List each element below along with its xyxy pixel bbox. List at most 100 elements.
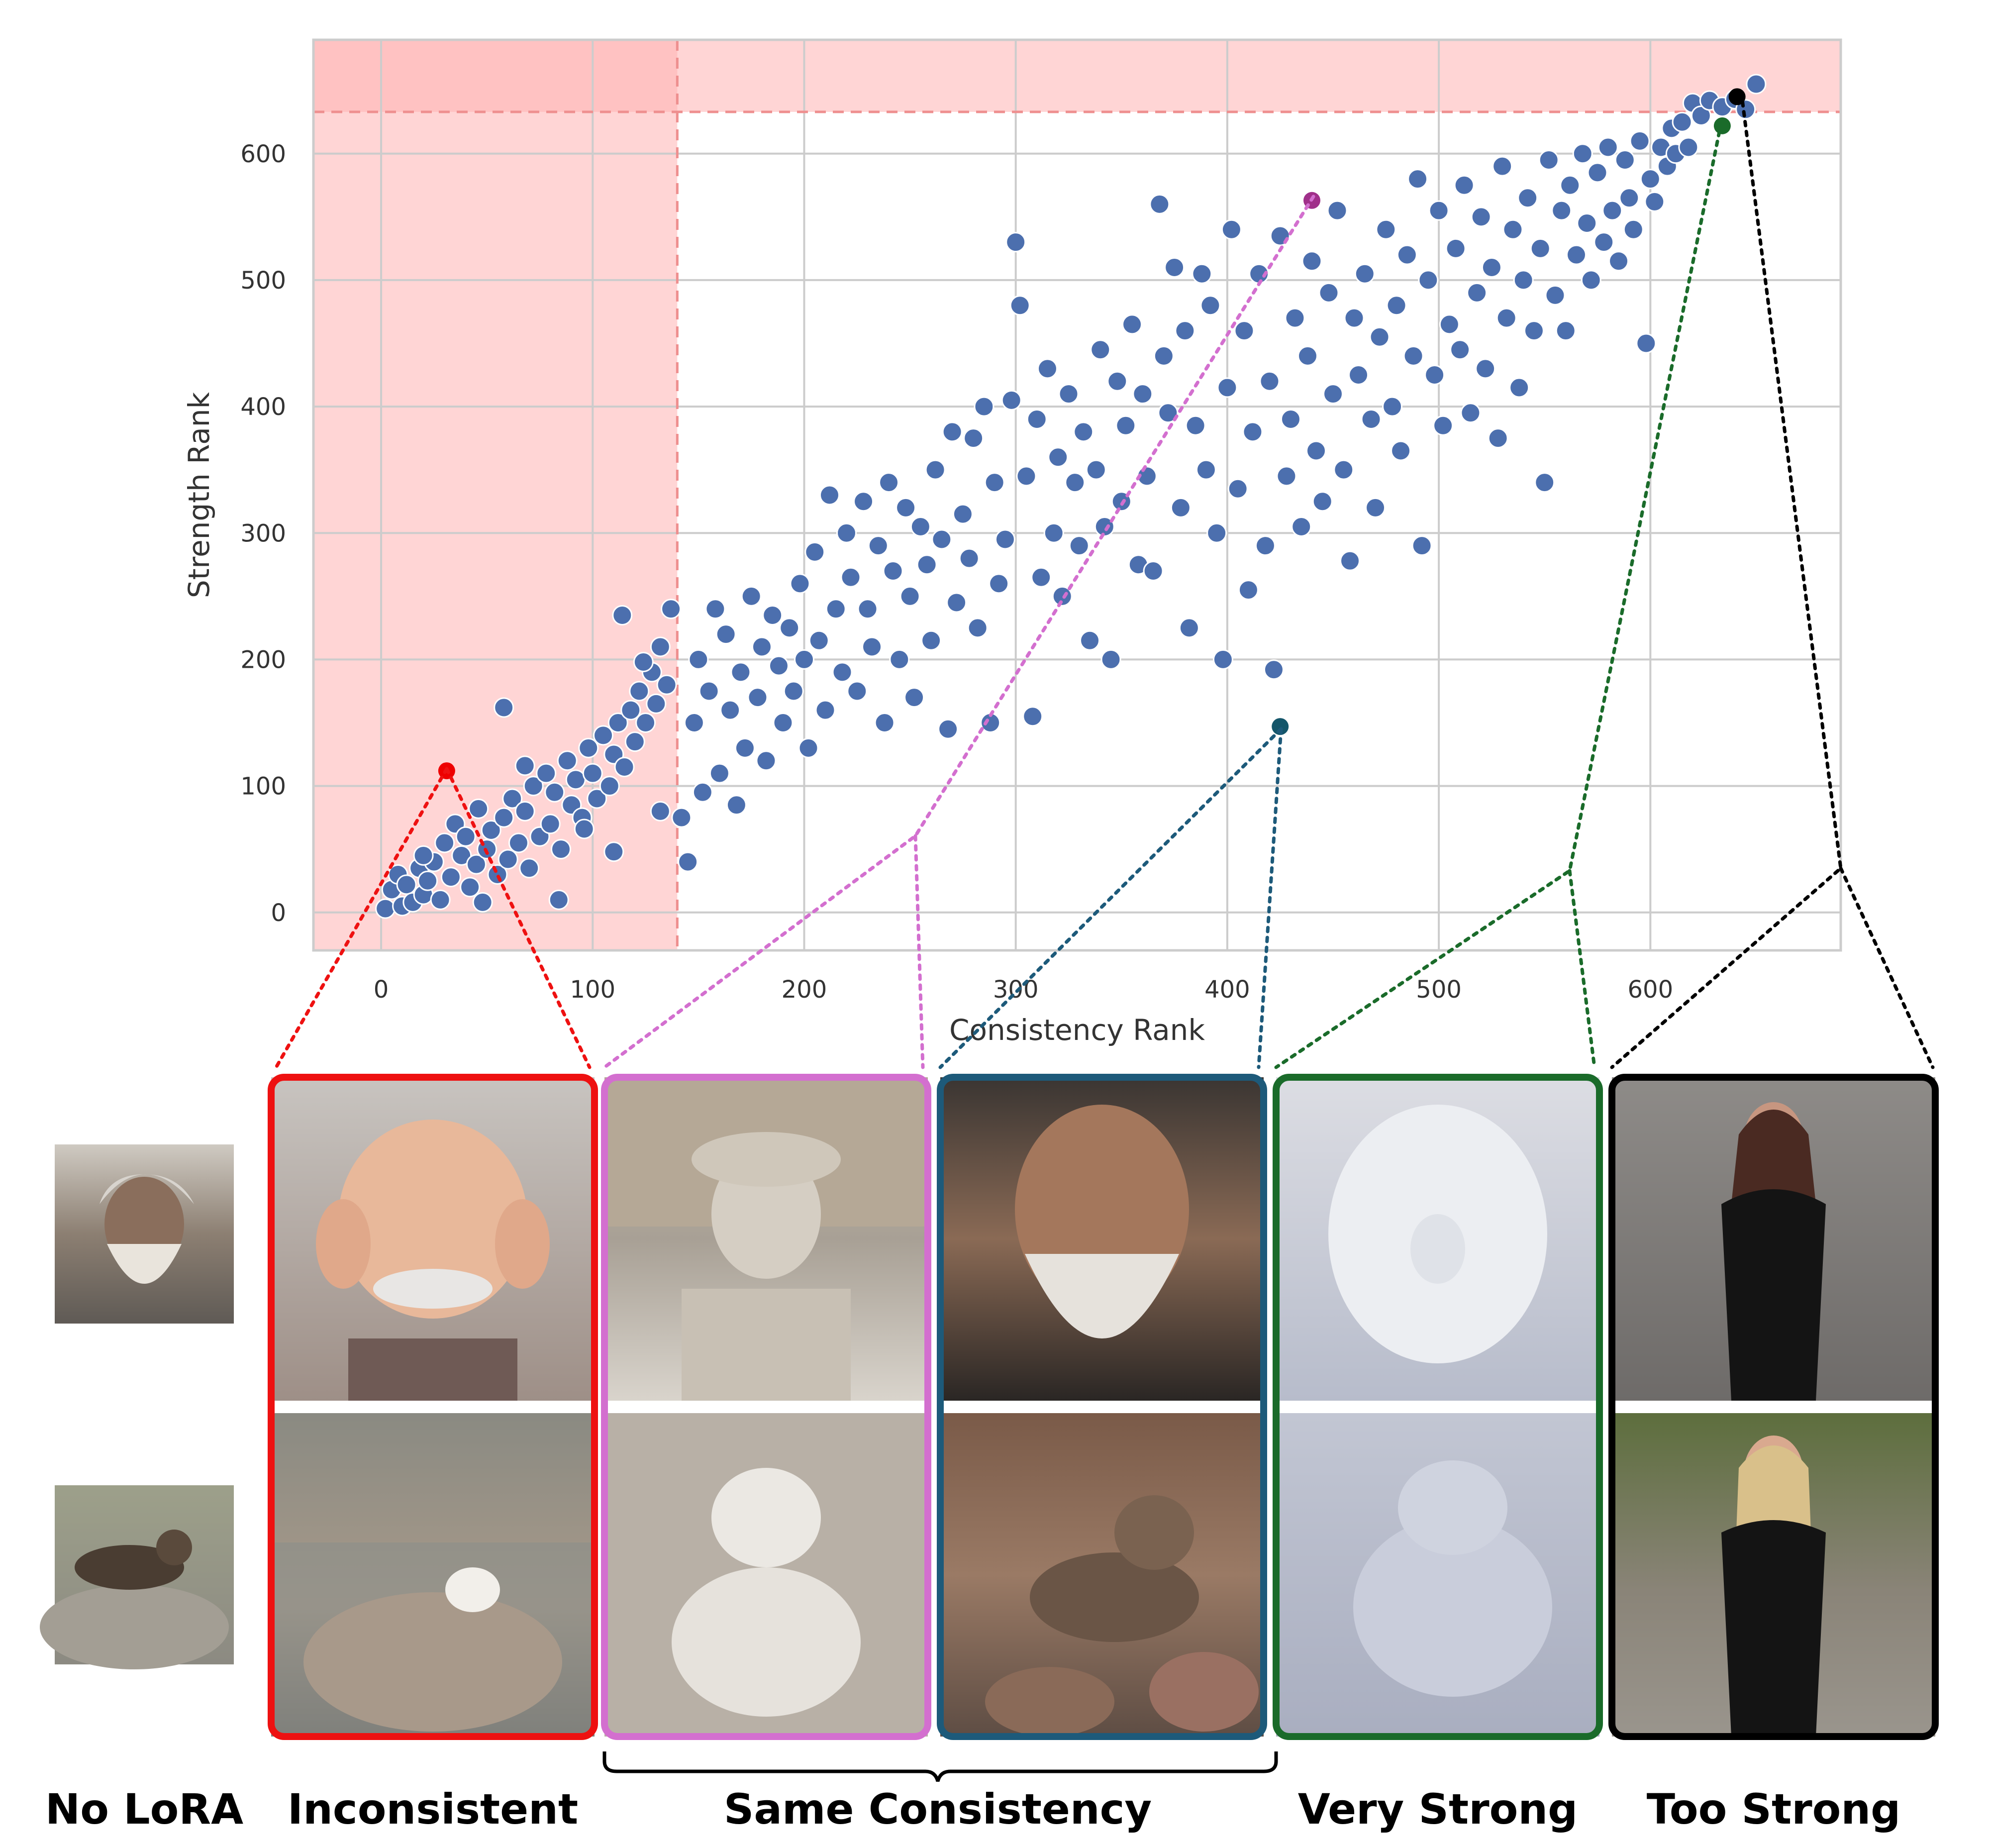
data-point — [910, 516, 931, 537]
data-point — [1026, 409, 1047, 429]
data-point — [1195, 459, 1216, 480]
y-tick-label: 500 — [240, 267, 286, 295]
data-point — [1587, 162, 1608, 183]
data-point — [1636, 333, 1657, 354]
data-point — [578, 737, 599, 758]
frame-inconsistent — [268, 1074, 598, 1740]
data-point — [1009, 295, 1030, 316]
x-tick-label: 0 — [374, 976, 389, 1004]
data-point — [783, 681, 804, 702]
data-point — [868, 535, 889, 556]
data-point — [430, 889, 451, 910]
data-point — [1058, 384, 1079, 405]
x-tick-label: 100 — [570, 976, 615, 1004]
data-point — [620, 700, 641, 720]
panel-divider — [1276, 1401, 1599, 1413]
data-point — [375, 898, 396, 919]
data-point — [684, 713, 704, 733]
data-point — [705, 599, 726, 619]
data-point — [1551, 200, 1572, 221]
data-point — [440, 867, 461, 888]
data-point — [1566, 244, 1587, 265]
panel-divider — [1612, 1401, 1935, 1413]
data-point — [1496, 308, 1517, 328]
data-point — [1513, 270, 1534, 291]
stone-shape — [985, 1667, 1114, 1737]
data-point — [1238, 580, 1259, 601]
tabby-cat-head — [1114, 1495, 1194, 1570]
latex-suit-shape — [1721, 1189, 1826, 1401]
statue-body-shape — [682, 1289, 851, 1401]
data-point — [1069, 535, 1090, 556]
data-point — [603, 841, 624, 862]
connector-very-strong — [1274, 120, 1723, 1069]
data-point — [1538, 149, 1559, 170]
snow-cat-body — [1353, 1518, 1552, 1697]
data-point — [1115, 415, 1136, 436]
data-point — [853, 491, 874, 512]
data-point — [1597, 137, 1618, 158]
data-point — [582, 763, 603, 784]
data-point — [889, 649, 910, 670]
data-point — [692, 782, 713, 803]
plot-frame — [312, 38, 1842, 952]
data-point — [1534, 472, 1555, 493]
data-point — [396, 874, 417, 895]
y-tick-label: 100 — [240, 773, 286, 801]
cartoon-ear-right — [495, 1199, 550, 1289]
data-point — [624, 731, 645, 752]
portrait-beard-shape — [1025, 1254, 1179, 1338]
data-point — [1555, 320, 1576, 341]
x-tick-label: 300 — [993, 976, 1039, 1004]
data-point — [671, 807, 692, 828]
x-tick-label: 400 — [1204, 976, 1250, 1004]
data-point — [931, 529, 952, 550]
data-point — [607, 713, 628, 733]
data-point — [508, 832, 529, 853]
data-point — [656, 674, 677, 695]
data-point — [756, 750, 777, 771]
data-point — [434, 832, 455, 853]
panel-divider — [604, 1401, 928, 1413]
data-point — [1502, 219, 1523, 240]
data-point — [413, 845, 434, 866]
group-brace — [602, 1751, 1278, 1782]
data-point — [633, 652, 654, 672]
statue-cap-shape — [692, 1132, 841, 1187]
data-point — [1179, 617, 1199, 638]
data-point — [1242, 421, 1263, 442]
tabby-cat-body — [1030, 1552, 1199, 1642]
panel-too-strong — [1612, 1077, 1935, 1737]
frame-same-consistency-1 — [601, 1074, 931, 1740]
image-panels — [40, 1074, 1939, 1740]
cartoon-shirt — [348, 1338, 517, 1401]
data-point — [720, 700, 741, 720]
data-point — [819, 485, 840, 506]
data-point — [1577, 213, 1597, 234]
data-point — [1122, 314, 1143, 335]
data-point — [481, 820, 501, 841]
data-point — [747, 687, 768, 708]
data-point — [1735, 99, 1756, 120]
panel-very-strong — [1276, 1077, 1599, 1737]
data-point — [1391, 440, 1411, 461]
data-point — [832, 662, 853, 683]
data-point — [1234, 320, 1255, 341]
data-point — [1560, 175, 1581, 196]
data-point — [1175, 320, 1195, 341]
data-point — [959, 548, 980, 569]
data-point — [1623, 219, 1644, 240]
caption-inconsistent: Inconsistent — [288, 1785, 578, 1834]
x-tick-label: 200 — [782, 976, 827, 1004]
data-point — [1460, 403, 1481, 423]
data-point — [741, 586, 762, 607]
data-point — [804, 541, 825, 562]
data-point — [451, 845, 472, 866]
panel-divider — [271, 1401, 595, 1413]
data-point — [1143, 561, 1164, 581]
cat-head-shape — [156, 1530, 192, 1565]
data-point — [847, 681, 868, 702]
data-point — [715, 624, 736, 645]
data-point — [1031, 567, 1052, 588]
snow-nose-shape — [1410, 1214, 1465, 1284]
